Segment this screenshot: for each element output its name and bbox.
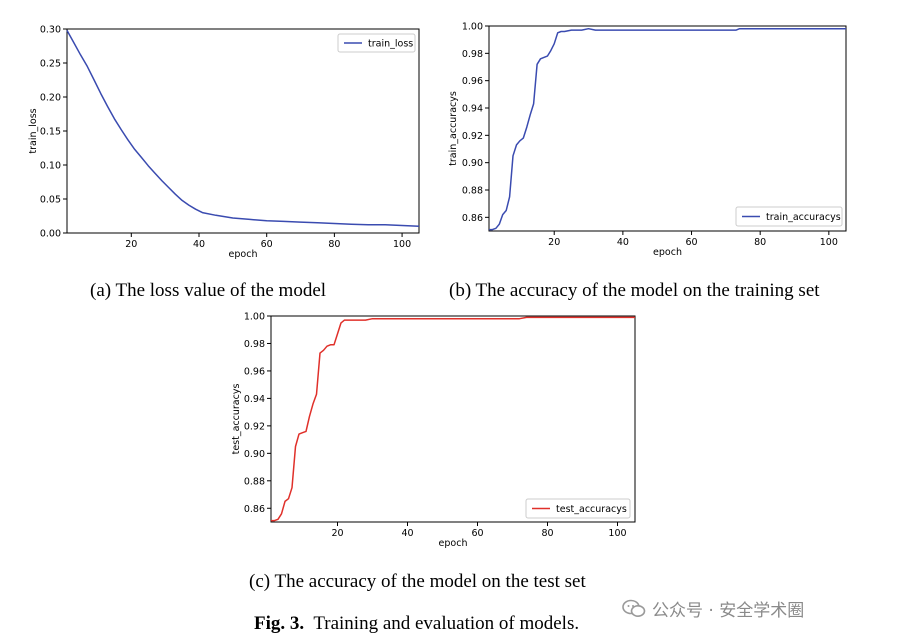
y-tick-label: 0.00 (40, 229, 61, 240)
y-tick-label: 0.10 (40, 161, 61, 172)
x-tick-label: 80 (754, 237, 766, 248)
y-tick-label: 0.25 (40, 59, 61, 70)
caption-b: (b) The accuracy of the model on the tra… (449, 280, 820, 301)
y-tick-label: 0.86 (462, 213, 483, 224)
y-tick-label: 0.94 (244, 394, 265, 405)
wechat-icon (622, 599, 646, 617)
series-line-test_accuracys (271, 316, 635, 522)
y-tick-label: 0.88 (244, 476, 265, 487)
figure-caption: Fig. 3. Training and evaluation of model… (254, 613, 579, 635)
y-tick-label: 0.05 (40, 195, 61, 206)
x-axis-label: epoch (229, 249, 258, 260)
legend-box (337, 33, 416, 53)
watermark-text: 公众号 · 安全学术圈 (652, 601, 805, 621)
plot-frame (270, 315, 636, 523)
series-line-train_loss (66, 30, 420, 227)
y-tick-label: 1.00 (244, 312, 265, 323)
legend-label: train_loss (368, 39, 413, 50)
caption-a: (a) The loss value of the model (90, 280, 327, 301)
x-tick-label: 40 (617, 237, 629, 248)
watermark: 公众号 · 安全学术圈 (622, 596, 804, 621)
y-axis-label: train_accuracys (448, 91, 459, 166)
y-tick-label: 0.98 (244, 339, 265, 350)
x-tick-label: 60 (685, 237, 697, 248)
x-tick-label: 80 (328, 239, 340, 250)
x-tick-label: 100 (393, 239, 411, 250)
y-axis-label: train_loss (28, 108, 39, 153)
y-axis-label: test_accuracys (231, 384, 242, 455)
y-tick-label: 0.96 (244, 366, 265, 377)
y-tick-label: 0.20 (40, 93, 61, 104)
y-tick-label: 0.96 (462, 76, 483, 87)
x-tick-label: 20 (548, 237, 560, 248)
legend-label: test_accuracys (556, 504, 627, 515)
y-tick-label: 0.30 (40, 25, 61, 36)
x-tick-label: 40 (193, 239, 205, 250)
y-tick-label: 0.88 (462, 186, 483, 197)
y-tick-label: 0.94 (462, 104, 483, 115)
y-tick-label: 0.90 (462, 158, 483, 169)
x-tick-label: 60 (261, 239, 273, 250)
legend-label: train_accuracys (766, 212, 841, 223)
legend-box (525, 498, 631, 519)
y-tick-label: 0.15 (40, 127, 61, 138)
x-tick-label: 100 (820, 237, 838, 248)
figure-label: Fig. 3. (254, 613, 305, 634)
x-tick-label: 20 (331, 528, 343, 539)
x-tick-label: 60 (471, 528, 483, 539)
x-tick-label: 80 (541, 528, 553, 539)
figure-caption-text: Training and evaluation of models. (313, 613, 580, 634)
plot-frame (66, 28, 420, 234)
y-tick-label: 0.98 (462, 49, 483, 60)
y-tick-label: 0.90 (244, 449, 265, 460)
legend-box (735, 206, 843, 227)
y-tick-label: 1.00 (462, 22, 483, 33)
series-line-train_accuracys (489, 27, 846, 231)
x-tick-label: 20 (125, 239, 137, 250)
y-tick-label: 0.92 (462, 131, 483, 142)
caption-c: (c) The accuracy of the model on the tes… (249, 571, 586, 592)
y-tick-label: 0.86 (244, 504, 265, 515)
x-axis-label: epoch (439, 538, 468, 549)
y-tick-label: 0.92 (244, 421, 265, 432)
plot-frame (488, 25, 847, 232)
x-tick-label: 100 (608, 528, 626, 539)
x-tick-label: 40 (401, 528, 413, 539)
x-axis-label: epoch (653, 247, 682, 258)
